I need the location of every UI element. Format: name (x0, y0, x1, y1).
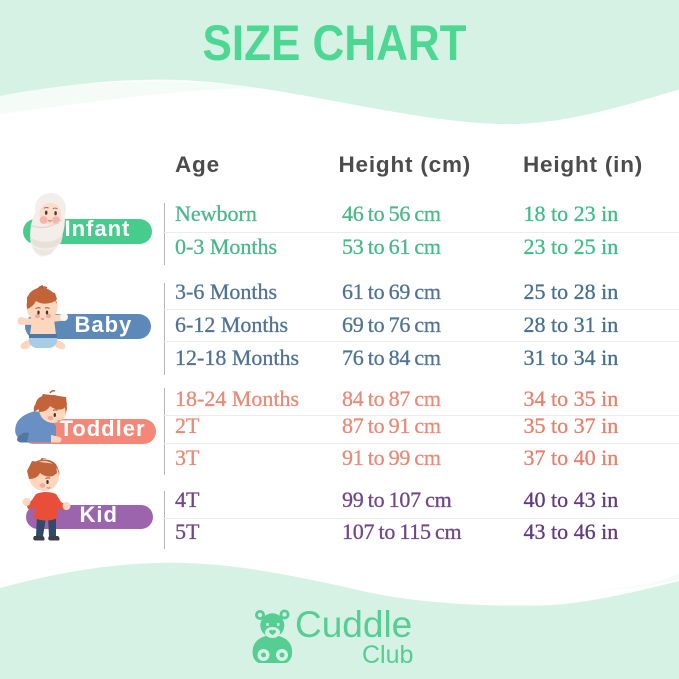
svg-text:Club: Club (362, 641, 413, 668)
svg-text:Cuddle: Cuddle (295, 606, 412, 645)
